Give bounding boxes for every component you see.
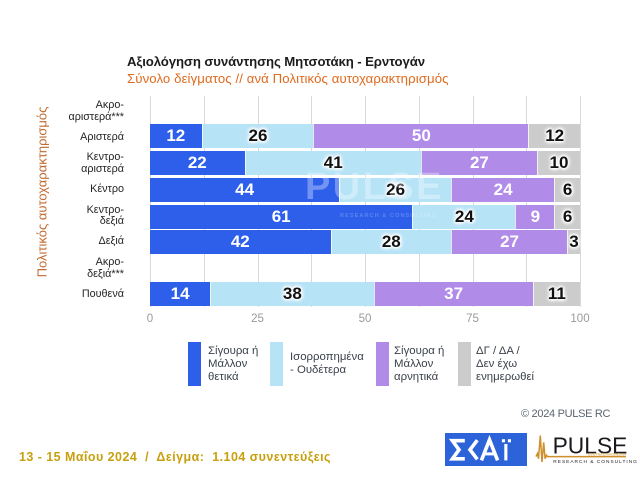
svg-text:RESEARCH & CONSULTING: RESEARCH & CONSULTING [553, 459, 637, 465]
svg-text:ΕΡΕΥΝΑ ΕΠΙΚΟΙΝΩΝΙΑ: ΕΡΕΥΝΑ ΕΠΙΚΟΙΝΩΝΙΑ [588, 452, 626, 456]
svg-text:PULSE: PULSE [553, 433, 628, 459]
